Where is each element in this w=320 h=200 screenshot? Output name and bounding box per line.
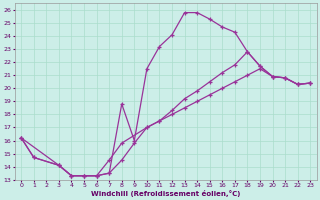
X-axis label: Windchill (Refroidissement éolien,°C): Windchill (Refroidissement éolien,°C) (91, 190, 240, 197)
